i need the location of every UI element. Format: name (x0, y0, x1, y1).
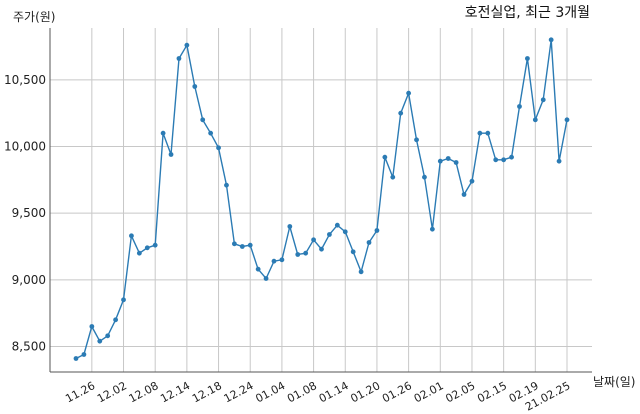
x-tick-label: 01.20 (348, 379, 382, 405)
y-tick-label: 10,500 (4, 73, 46, 87)
data-point (231, 241, 237, 247)
data-point (406, 90, 412, 96)
data-point (73, 356, 79, 361)
data-point (556, 158, 562, 164)
x-tick-label: 01.14 (317, 379, 351, 405)
data-point (564, 117, 570, 123)
data-point (540, 97, 546, 103)
data-point (445, 156, 451, 161)
data-point (279, 257, 285, 263)
x-axis-label: 날짜(일) (593, 375, 635, 389)
y-tick-label: 9,500 (12, 206, 46, 220)
data-point (168, 152, 174, 157)
data-point (271, 258, 277, 264)
price-series (73, 37, 570, 361)
data-point (501, 157, 507, 163)
data-point (453, 160, 459, 165)
data-point (113, 317, 118, 323)
x-tick-label: 12.24 (222, 379, 256, 405)
horizontal-gridlines (50, 79, 592, 347)
chart-title: 호전실업, 최근 3개월 (465, 5, 590, 21)
data-point (160, 130, 166, 136)
data-point (89, 324, 95, 329)
x-tick-labels: 11.2612.0212.0812.1412.1812.2401.0401.08… (63, 379, 572, 413)
data-point (414, 137, 419, 143)
data-point (382, 154, 388, 160)
x-tick-label: 01.04 (253, 379, 287, 405)
x-tick-label: 11.26 (63, 379, 97, 405)
data-point (374, 228, 380, 233)
data-point (144, 245, 150, 251)
axes (49, 28, 592, 373)
data-point (136, 250, 142, 256)
data-point (208, 130, 214, 136)
data-point (525, 56, 530, 61)
data-point (334, 222, 340, 228)
x-tick-label: 02.01 (412, 379, 446, 405)
data-point (224, 182, 229, 188)
data-point (358, 269, 364, 275)
data-point (303, 250, 309, 256)
data-point (129, 233, 134, 239)
vertical-gridlines (91, 28, 568, 372)
y-tick-label: 8,500 (12, 340, 46, 354)
x-tick-label: 01.08 (285, 379, 319, 405)
x-tick-label: 01.26 (380, 379, 414, 405)
series-line (75, 39, 568, 360)
data-point (509, 154, 514, 160)
data-point (517, 104, 522, 109)
data-point (184, 42, 190, 48)
data-point (81, 352, 87, 357)
data-point (461, 192, 467, 197)
data-point (493, 157, 499, 163)
data-point (176, 56, 182, 61)
data-point (437, 158, 443, 164)
data-point (327, 232, 332, 237)
data-point (469, 178, 475, 184)
data-point (97, 338, 103, 344)
x-tick-label: 12.18 (190, 379, 224, 405)
x-tick-label: 02.05 (443, 379, 477, 405)
data-point (247, 242, 253, 248)
data-point (398, 110, 404, 116)
y-tick-labels: 8,500 9,000 9,500 10,000 10,500 (4, 73, 46, 354)
y-tick-label: 10,000 (4, 140, 46, 154)
data-point (239, 244, 245, 249)
data-point (152, 242, 158, 248)
data-point (485, 130, 491, 136)
data-point (532, 117, 538, 123)
data-point (255, 266, 261, 272)
x-tick-label: 12.14 (158, 379, 192, 405)
data-point (319, 246, 324, 252)
data-point (287, 224, 293, 229)
data-point (342, 229, 348, 235)
data-point (429, 226, 435, 232)
data-point (192, 84, 198, 89)
x-tick-label: 12.02 (95, 379, 129, 405)
x-tick-label: 12.08 (127, 379, 161, 405)
data-point (295, 252, 301, 257)
data-point (477, 130, 483, 136)
data-point (548, 37, 554, 43)
data-point (311, 237, 316, 243)
data-point (390, 174, 396, 180)
y-axis-label: 주가(원) (13, 10, 55, 24)
data-point (121, 297, 126, 303)
x-tick-label: 02.15 (475, 379, 509, 405)
data-point (105, 333, 111, 339)
data-point (422, 174, 427, 180)
data-point (200, 117, 206, 123)
data-point (366, 240, 372, 245)
data-point (350, 249, 356, 255)
data-point (216, 145, 221, 151)
y-tick-label: 9,000 (12, 273, 46, 287)
data-point (263, 276, 269, 281)
